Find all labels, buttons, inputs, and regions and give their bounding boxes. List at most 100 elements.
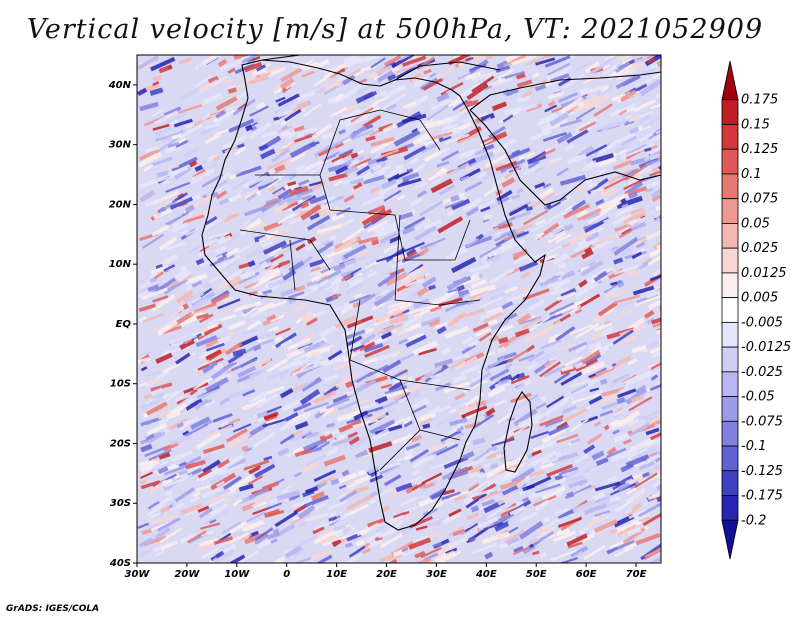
field-streak [638,461,655,471]
field-streak [411,75,424,83]
field-streak [149,515,174,526]
field-streak [307,403,333,415]
field-streak [612,159,633,170]
field-streak [231,177,251,191]
field-streak [569,377,596,389]
field-streak [341,469,350,477]
field-streak [331,213,345,222]
field-streak [533,494,557,507]
field-streak [143,82,160,93]
field-streak [210,361,235,380]
field-streak [606,476,618,484]
field-streak [413,309,431,317]
field-streak [549,156,563,163]
field-streak [284,545,303,559]
field-streak [444,550,456,559]
field-streak [492,427,517,446]
field-streak [581,349,601,365]
field-streak [411,453,435,469]
field-streak [351,158,360,165]
field-streak [175,139,189,148]
field-streak [414,225,437,241]
field-streak [293,503,308,514]
field-streak [361,208,387,226]
field-streak [615,61,623,69]
field-streak [523,163,542,176]
field-streak [497,345,507,354]
field-streak [179,503,203,516]
field-streak [617,388,637,399]
field-streak [536,231,545,238]
field-streak [595,457,609,466]
field-streak [452,374,467,384]
field-streak [380,519,405,538]
field-streak [215,110,234,124]
field-streak [162,164,180,172]
field-streak [200,530,214,537]
field-streak [541,485,566,501]
field-streak [516,372,526,380]
field-streak [206,322,219,330]
field-streak [416,56,436,71]
field-streak [634,472,658,489]
field-streak [588,341,602,350]
field-streak [327,95,337,104]
field-streak [273,84,282,92]
field-streak [479,308,504,321]
field-streak [436,92,450,103]
field-streak [198,538,219,547]
field-streak [333,179,344,187]
field-streak [625,502,643,517]
field-streak [416,286,429,298]
field-streak [520,271,531,280]
field-streak [432,178,442,185]
field-streak [656,472,661,480]
field-streak [635,241,646,249]
field-streak [525,474,542,485]
field-streak [645,228,661,241]
field-streak [313,77,327,87]
field-streak [139,190,156,203]
field-streak [144,197,163,208]
field-streak [455,425,464,432]
field-streak [563,407,588,423]
field-streak [419,417,433,427]
field-streak [261,130,279,139]
field-streak [262,289,273,295]
field-streak [590,345,602,354]
field-streak [263,199,279,208]
field-streak [450,244,470,256]
field-streak [403,216,426,230]
field-streak [141,528,152,536]
field-streak [561,404,577,415]
field-streak [471,70,499,82]
field-streak [193,361,209,372]
field-streak [625,481,647,495]
field-streak [600,326,614,338]
field-streak [413,76,429,88]
field-streak [218,198,230,206]
field-streak [371,239,380,246]
field-streak [355,539,366,547]
field-streak [273,361,282,370]
field-streak [588,373,596,379]
colorbar-label: 0.1 [741,167,762,182]
colorbar-swatch [721,371,739,397]
field-streak [362,547,371,555]
field-streak [514,328,530,338]
field-streak [180,229,189,235]
field-streak [314,203,332,213]
field-streak [588,395,603,405]
field-streak [524,327,551,344]
field-streak [521,285,531,293]
field-streak [420,316,441,327]
field-streak [340,174,368,185]
field-streak [137,55,160,70]
field-streak [436,167,448,177]
field-streak [644,545,661,558]
field-streak [234,169,242,176]
field-streak [204,133,222,145]
field-streak [651,466,661,481]
field-streak [393,129,421,147]
field-streak [484,154,507,168]
